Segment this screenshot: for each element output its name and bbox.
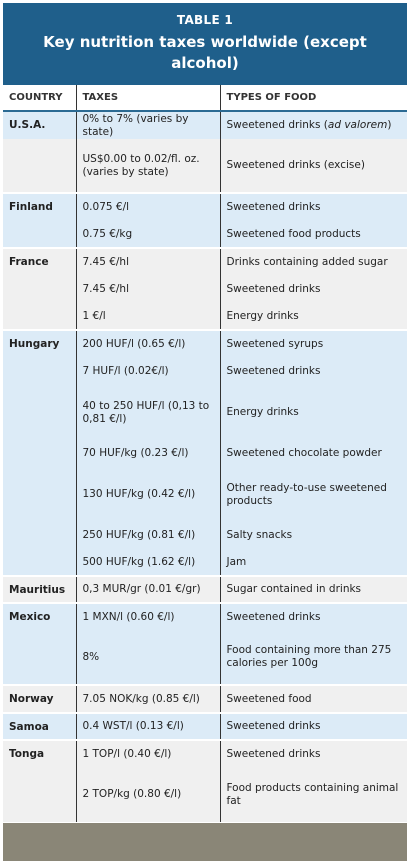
table-row: 7.45 €/hl Sweetened drinks bbox=[3, 276, 407, 303]
country-cell bbox=[3, 358, 76, 385]
tax-cell: 7.45 €/hl bbox=[75, 276, 220, 303]
table-row: Tonga 1 TOP/l (0.40 €/l) Sweetened drink… bbox=[3, 739, 407, 767]
column-header-taxes: TAXES bbox=[75, 85, 220, 112]
country-cell bbox=[3, 630, 76, 685]
food-cell: Sugar contained in drinks bbox=[219, 575, 407, 603]
table-row: 130 HUF/kg (0.42 €/l) Other ready-to-use… bbox=[3, 467, 407, 522]
table-row: Mauritius 0,3 MUR/gr (0.01 €/gr) Sugar c… bbox=[3, 575, 407, 603]
country-cell bbox=[3, 467, 76, 522]
table-row: Samoa 0.4 WST/l (0.13 €/l) Sweetened dri… bbox=[3, 712, 407, 740]
nutrition-tax-table: COUNTRY TAXES TYPES OF FOOD U.S.A. 0% to… bbox=[3, 85, 407, 822]
country-cell bbox=[3, 522, 76, 549]
table-title: Key nutrition taxes worldwide (except al… bbox=[43, 33, 367, 72]
table-card: TABLE 1 Key nutrition taxes worldwide (e… bbox=[3, 3, 407, 861]
country-cell bbox=[3, 303, 76, 330]
table-row: Hungary 200 HUF/l (0.65 €/l) Sweetened s… bbox=[3, 329, 407, 358]
table-row: 500 HUF/kg (1.62 €/l) Jam bbox=[3, 549, 407, 576]
country-cell bbox=[3, 767, 76, 822]
table-row: 7 HUF/l (0.02€/l) Sweetened drinks bbox=[3, 358, 407, 385]
tax-cell: 200 HUF/l (0.65 €/l) bbox=[75, 329, 220, 358]
food-cell: Sweetened drinks bbox=[219, 712, 407, 740]
food-cell: Sweetened drinks bbox=[219, 358, 407, 385]
country-cell: Hungary bbox=[3, 329, 76, 358]
tax-cell: 7.45 €/hl bbox=[75, 247, 220, 276]
footer-band bbox=[3, 823, 407, 861]
table-row: 0.75 €/kg Sweetened food products bbox=[3, 221, 407, 248]
country-cell bbox=[3, 440, 76, 467]
country-cell: Norway bbox=[3, 684, 76, 713]
food-cell: Energy drinks bbox=[219, 303, 407, 330]
table-row: Finland 0.075 €/l Sweetened drinks bbox=[3, 192, 407, 221]
country-cell bbox=[3, 385, 76, 440]
tax-cell: 7.05 NOK/kg (0.85 €/l) bbox=[75, 684, 220, 713]
country-cell: France bbox=[3, 247, 76, 276]
country-cell: U.S.A. bbox=[3, 111, 76, 139]
tax-cell: 0% to 7% (varies by state) bbox=[75, 111, 220, 139]
country-cell bbox=[3, 276, 76, 303]
tax-cell: 7 HUF/l (0.02€/l) bbox=[75, 358, 220, 385]
country-cell: Finland bbox=[3, 192, 76, 221]
food-text-end: ) bbox=[387, 119, 392, 131]
tax-cell: 40 to 250 HUF/l (0,13 to 0,81 €/l) bbox=[75, 385, 220, 440]
food-cell: Sweetened drinks (ad valorem) bbox=[219, 111, 407, 139]
table-row: 70 HUF/kg (0.23 €/l) Sweetened chocolate… bbox=[3, 440, 407, 467]
food-cell: Sweetened drinks bbox=[219, 739, 407, 767]
table-row: US$0.00 to 0.02/fl. oz. (varies by state… bbox=[3, 139, 407, 193]
food-cell: Sweetened syrups bbox=[219, 329, 407, 358]
tax-cell: 500 HUF/kg (1.62 €/l) bbox=[75, 549, 220, 576]
country-cell: Samoa bbox=[3, 712, 76, 740]
tax-cell: 8% bbox=[75, 630, 220, 685]
country-cell: Tonga bbox=[3, 739, 76, 767]
tax-cell: 1 MXN/l (0.60 €/l) bbox=[75, 602, 220, 630]
food-cell: Energy drinks bbox=[219, 385, 407, 440]
tax-cell: 1 €/l bbox=[75, 303, 220, 330]
table-row: France 7.45 €/hl Drinks containing added… bbox=[3, 247, 407, 276]
food-cell: Food containing more than 275 calories p… bbox=[219, 630, 407, 685]
table-row: 40 to 250 HUF/l (0,13 to 0,81 €/l) Energ… bbox=[3, 385, 407, 440]
column-header-types-of-food: TYPES OF FOOD bbox=[219, 85, 407, 112]
country-cell bbox=[3, 139, 76, 193]
food-cell: Other ready-to-use sweetened products bbox=[219, 467, 407, 522]
food-cell: Food products containing animal fat bbox=[219, 767, 407, 822]
table-row: 250 HUF/kg (0.81 €/l) Salty snacks bbox=[3, 522, 407, 549]
food-cell: Jam bbox=[219, 549, 407, 576]
food-cell: Sweetened drinks (excise) bbox=[219, 139, 407, 193]
tax-cell: US$0.00 to 0.02/fl. oz. (varies by state… bbox=[75, 139, 220, 193]
tax-cell: 1 TOP/l (0.40 €/l) bbox=[75, 739, 220, 767]
tax-cell: 0.4 WST/l (0.13 €/l) bbox=[75, 712, 220, 740]
column-header-row: COUNTRY TAXES TYPES OF FOOD bbox=[3, 85, 407, 112]
country-cell bbox=[3, 549, 76, 576]
table-row: 1 €/l Energy drinks bbox=[3, 303, 407, 330]
food-emphasis: ad valorem bbox=[327, 119, 388, 131]
tax-cell: 0.075 €/l bbox=[75, 192, 220, 221]
tax-cell: 130 HUF/kg (0.42 €/l) bbox=[75, 467, 220, 522]
country-cell bbox=[3, 221, 76, 248]
food-cell: Sweetened drinks bbox=[219, 192, 407, 221]
table-row: 8% Food containing more than 275 calorie… bbox=[3, 630, 407, 685]
food-text: Sweetened drinks ( bbox=[226, 119, 328, 131]
food-cell: Sweetened drinks bbox=[219, 276, 407, 303]
tax-cell: 0,3 MUR/gr (0.01 €/gr) bbox=[75, 575, 220, 603]
column-header-country: COUNTRY bbox=[3, 85, 76, 112]
tax-cell: 0.75 €/kg bbox=[75, 221, 220, 248]
table-header: TABLE 1 Key nutrition taxes worldwide (e… bbox=[3, 3, 407, 85]
country-cell: Mexico bbox=[3, 602, 76, 630]
food-cell: Sweetened food products bbox=[219, 221, 407, 248]
country-cell: Mauritius bbox=[3, 575, 76, 603]
food-cell: Sweetened food bbox=[219, 684, 407, 713]
food-cell: Drinks containing added sugar bbox=[219, 247, 407, 276]
table-row: 2 TOP/kg (0.80 €/l) Food products contai… bbox=[3, 767, 407, 822]
tax-cell: 70 HUF/kg (0.23 €/l) bbox=[75, 440, 220, 467]
tax-cell: 250 HUF/kg (0.81 €/l) bbox=[75, 522, 220, 549]
table-row: Mexico 1 MXN/l (0.60 €/l) Sweetened drin… bbox=[3, 602, 407, 630]
food-cell: Sweetened drinks bbox=[219, 602, 407, 630]
table-row: Norway 7.05 NOK/kg (0.85 €/l) Sweetened … bbox=[3, 684, 407, 713]
table-row: U.S.A. 0% to 7% (varies by state) Sweete… bbox=[3, 111, 407, 139]
food-cell: Sweetened chocolate powder bbox=[219, 440, 407, 467]
food-cell: Salty snacks bbox=[219, 522, 407, 549]
tax-cell: 2 TOP/kg (0.80 €/l) bbox=[75, 767, 220, 822]
table-label: TABLE 1 bbox=[176, 13, 234, 27]
